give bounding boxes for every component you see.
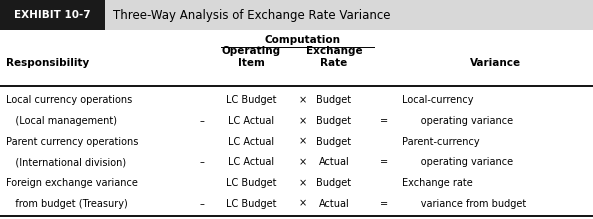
- Text: =: =: [380, 199, 388, 209]
- Text: ×: ×: [298, 116, 307, 126]
- Text: Variance: Variance: [470, 58, 521, 68]
- Text: LC Budget: LC Budget: [226, 178, 276, 188]
- Text: LC Actual: LC Actual: [228, 137, 274, 147]
- Text: operating variance: operating variance: [402, 116, 513, 126]
- Text: LC Actual: LC Actual: [228, 116, 274, 126]
- Text: LC Budget: LC Budget: [226, 199, 276, 209]
- Text: Budget: Budget: [317, 178, 352, 188]
- Text: Computation: Computation: [264, 35, 340, 45]
- Text: –: –: [199, 199, 204, 209]
- Text: –: –: [199, 116, 204, 126]
- Text: ×: ×: [298, 199, 307, 209]
- Text: Operating
Item: Operating Item: [221, 46, 280, 68]
- Text: variance from budget: variance from budget: [402, 199, 527, 209]
- Text: LC Budget: LC Budget: [226, 95, 276, 105]
- Text: Actual: Actual: [318, 199, 349, 209]
- Text: Exchange rate: Exchange rate: [402, 178, 473, 188]
- Text: Foreign exchange variance: Foreign exchange variance: [6, 178, 138, 188]
- FancyBboxPatch shape: [0, 0, 105, 30]
- Text: (International division): (International division): [6, 157, 126, 167]
- Text: ×: ×: [298, 95, 307, 105]
- Text: Local currency operations: Local currency operations: [6, 95, 132, 105]
- Text: EXHIBIT 10-7: EXHIBIT 10-7: [14, 10, 91, 20]
- Text: Exchange
Rate: Exchange Rate: [306, 46, 362, 68]
- FancyBboxPatch shape: [105, 0, 593, 30]
- Text: Local-currency: Local-currency: [402, 95, 474, 105]
- Text: =: =: [380, 157, 388, 167]
- Text: LC Actual: LC Actual: [228, 157, 274, 167]
- Text: ×: ×: [298, 178, 307, 188]
- Text: ×: ×: [298, 157, 307, 167]
- Text: operating variance: operating variance: [402, 157, 513, 167]
- Text: Responsibility: Responsibility: [6, 58, 89, 68]
- Text: Parent currency operations: Parent currency operations: [6, 137, 138, 147]
- Text: Budget: Budget: [317, 116, 352, 126]
- Text: from budget (Treasury): from budget (Treasury): [6, 199, 127, 209]
- FancyBboxPatch shape: [0, 30, 593, 219]
- Text: (Local management): (Local management): [6, 116, 117, 126]
- Text: Budget: Budget: [317, 137, 352, 147]
- Text: –: –: [199, 157, 204, 167]
- Text: Actual: Actual: [318, 157, 349, 167]
- Text: =: =: [380, 116, 388, 126]
- Text: Three-Way Analysis of Exchange Rate Variance: Three-Way Analysis of Exchange Rate Vari…: [113, 9, 391, 21]
- Text: Parent-currency: Parent-currency: [402, 137, 480, 147]
- Text: Budget: Budget: [317, 95, 352, 105]
- Text: ×: ×: [298, 137, 307, 147]
